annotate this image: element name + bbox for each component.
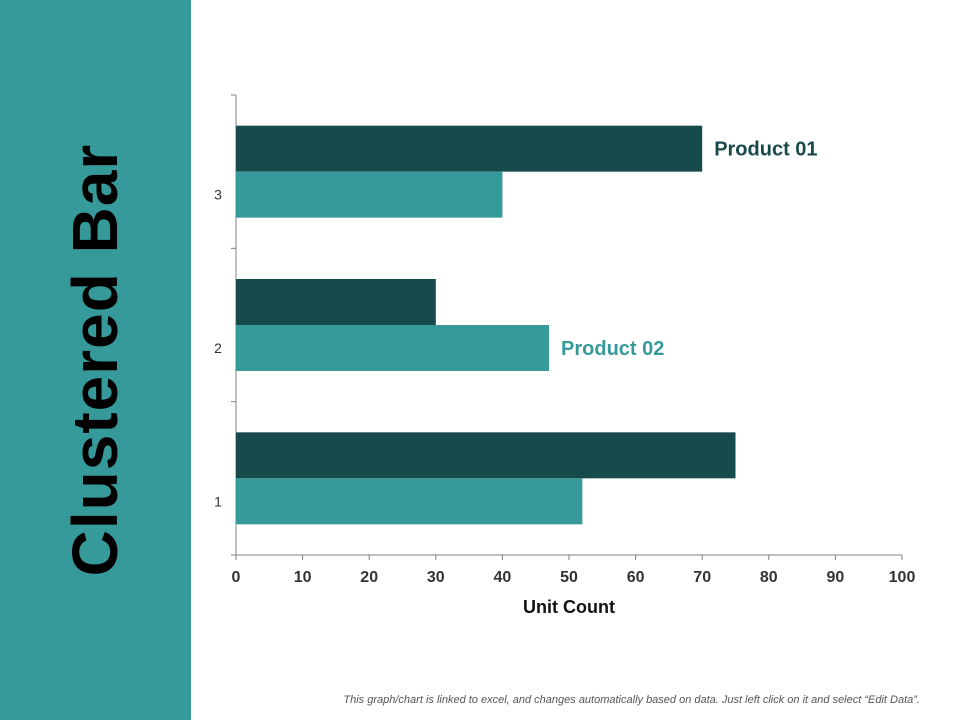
x-tick-label: 80 <box>760 569 778 586</box>
x-tick-label: 40 <box>494 569 512 586</box>
x-axis-title: Unit Count <box>523 597 615 617</box>
x-tick-label: 60 <box>627 569 645 586</box>
series-label-product-02: Product 02 <box>561 338 664 360</box>
bar-product-01-cat-3 <box>236 125 703 172</box>
bar-product-01-cat-2 <box>236 279 436 325</box>
chart-axes: 0 10 20 30 40 50 60 70 80 90 100 Unit Count 1 2 3 <box>214 94 916 617</box>
x-tick-label: 90 <box>827 569 845 586</box>
chart-bars <box>236 125 736 525</box>
x-tick-label: 0 <box>232 569 241 586</box>
chart-labels: Product 01 Product 02 <box>561 139 818 360</box>
bar-product-01-cat-1 <box>236 432 736 479</box>
x-tick-label: 70 <box>693 569 711 586</box>
x-tick-label: 50 <box>560 569 578 586</box>
clustered-bar-chart: 0 10 20 30 40 50 60 70 80 90 100 Unit Count 1 2 3 Prod… <box>214 94 916 617</box>
y-tick-label: 1 <box>214 493 222 509</box>
page-title: Clustered Bar <box>59 143 131 577</box>
x-tick-label: 20 <box>360 569 378 586</box>
footnote: This graph/chart is linked to excel, and… <box>343 694 920 706</box>
bar-product-02-cat-3 <box>236 171 503 218</box>
bar-product-02-cat-1 <box>236 478 583 525</box>
title-sidebar: Clustered Bar <box>0 0 191 720</box>
y-tick-label: 3 <box>214 187 222 203</box>
series-label-product-01: Product 01 <box>714 139 817 161</box>
x-tick-label: 10 <box>294 569 312 586</box>
x-tick-label: 30 <box>427 569 445 586</box>
x-tick-label: 100 <box>889 569 916 586</box>
bar-product-02-cat-2 <box>236 325 550 371</box>
y-tick-label: 2 <box>214 340 222 356</box>
